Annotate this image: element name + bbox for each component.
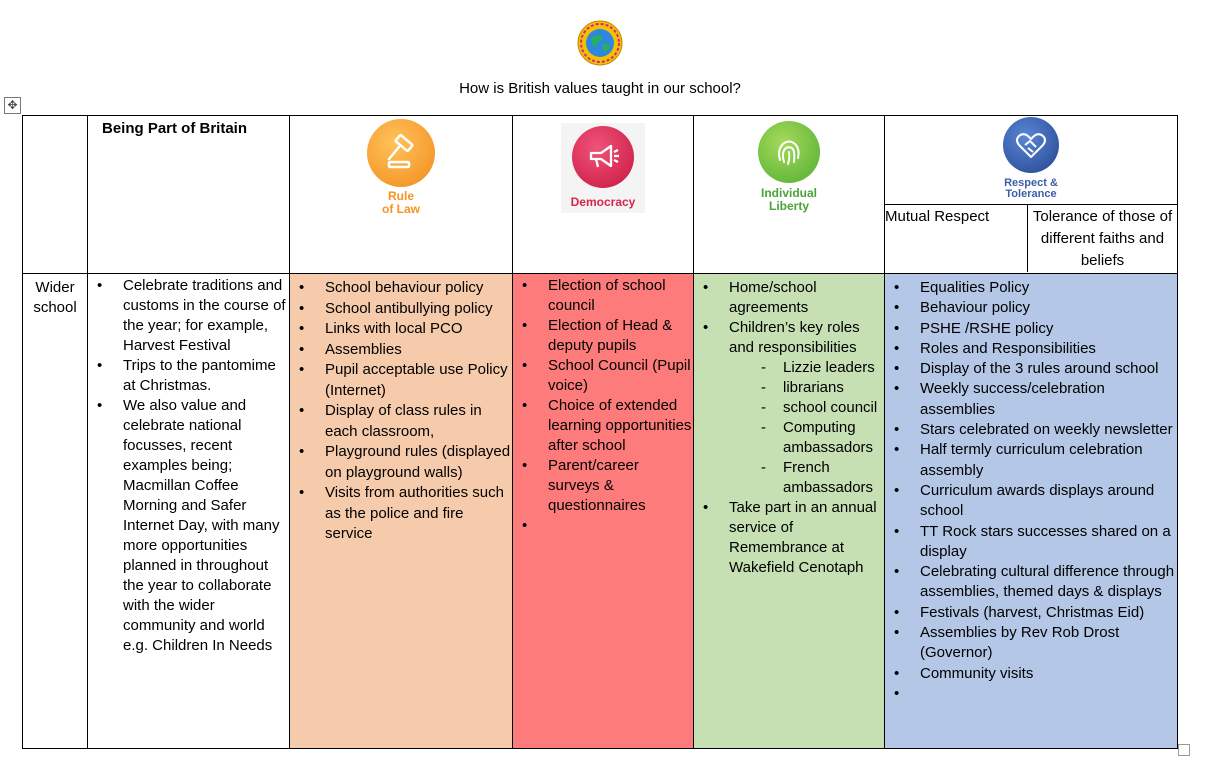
list-item: Assemblies by Rev Rob Drost (Governor)	[885, 623, 1177, 664]
table-resize-handle[interactable]	[1178, 744, 1190, 756]
list-item: Trips to the pantomime at Christmas.	[88, 356, 289, 396]
being-part-of-britain-cell: Celebrate traditions and customs in the …	[87, 273, 290, 749]
list-item: Assemblies	[290, 340, 512, 361]
document-title: How is British values taught in our scho…	[459, 80, 741, 97]
list-item: Pupil acceptable use Policy (Internet)	[290, 360, 512, 401]
wider-school-label: Wider school	[22, 273, 88, 749]
respect-label-2: Tolerance	[1005, 188, 1057, 200]
sublist-item: librarians	[729, 378, 884, 398]
list-item: Community visits	[885, 664, 1177, 685]
individual-liberty-label-1: Individual	[760, 186, 817, 200]
header-row: Being Part of Britain Rule of Law Democr…	[22, 115, 1178, 274]
handshake-heart-icon	[1003, 117, 1059, 173]
list-item: Playground rules (displayed on playgroun…	[290, 442, 512, 483]
individual-liberty-label-2: Liberty	[768, 199, 809, 213]
list-item: Visits from authorities such as the poli…	[290, 483, 512, 545]
list-item: Festivals (harvest, Christmas Eid)	[885, 603, 1177, 624]
rule-of-law-cell: School behaviour policy School antibully…	[289, 273, 513, 749]
list-item: Parent/career surveys & questionnaires	[513, 456, 693, 516]
list-item: Roles and Responsibilities	[885, 339, 1177, 360]
list-item: School antibullying policy	[290, 299, 512, 320]
being-part-of-britain-header: Being Part of Britain	[87, 115, 290, 274]
sublist-item: Computing ambassadors	[729, 418, 884, 458]
list-item: Home/school agreements	[694, 278, 884, 318]
respect-label-1: Respect &	[1004, 177, 1058, 189]
respect-tolerance-header: Respect & Tolerance Mutual Respect Toler…	[884, 115, 1178, 274]
list-item: Election of school council	[513, 276, 693, 316]
list-item: Stars celebrated on weekly newsletter	[885, 420, 1177, 441]
individual-liberty-cell: Home/school agreements Children’s key ro…	[693, 273, 885, 749]
gavel-icon	[367, 119, 435, 187]
list-item: Links with local PCO	[290, 319, 512, 340]
british-values-table: Being Part of Britain Rule of Law Democr…	[22, 115, 1178, 749]
rule-of-law-header: Rule of Law	[289, 115, 513, 274]
democracy-cell: Election of school council Election of H…	[512, 273, 694, 749]
fingerprint-icon	[758, 121, 820, 183]
democracy-label: Democracy	[570, 195, 636, 209]
row-label-line-2: school	[33, 299, 77, 316]
row-label-line-1: Wider	[35, 279, 75, 296]
rule-of-law-label-2: of Law	[382, 202, 420, 216]
individual-liberty-header: Individual Liberty	[693, 115, 885, 274]
megaphone-icon	[572, 126, 634, 188]
list-item: Weekly success/celebration assemblies	[885, 379, 1177, 420]
roles-sublist: Lizzie leaders librarians school council…	[729, 358, 884, 498]
tolerance-subheader: Tolerance of those of different faiths a…	[1032, 208, 1173, 269]
list-item: Election of Head & deputy pupils	[513, 316, 693, 356]
list-item: Behaviour policy	[885, 298, 1177, 319]
list-item: We also value and celebrate national foc…	[88, 396, 289, 656]
rule-of-law-label-1: Rule	[387, 189, 414, 203]
list-item: TT Rock stars successes shared on a disp…	[885, 522, 1177, 563]
sublist-item: French ambassadors	[729, 458, 884, 498]
list-item: PSHE /RSHE policy	[885, 319, 1177, 340]
list-item: Choice of extended learning opportunitie…	[513, 396, 693, 456]
sublist-item: Lizzie leaders	[729, 358, 884, 378]
list-item: Take part in an annual service of Rememb…	[694, 498, 884, 578]
wider-school-row: Wider school Celebrate traditions and cu…	[22, 273, 1178, 749]
mutual-respect-subheader: Mutual Respect	[885, 205, 1028, 272]
list-item: School behaviour policy	[290, 278, 512, 299]
list-item: Display of the 3 rules around school	[885, 359, 1177, 380]
list-item: Display of class rules in each classroom…	[290, 401, 512, 442]
list-item: Celebrate traditions and customs in the …	[88, 276, 289, 356]
list-item: School Council (Pupil voice)	[513, 356, 693, 396]
globe-icon	[577, 20, 623, 66]
list-item: Half termly curriculum celebration assem…	[885, 440, 1177, 481]
list-item	[885, 684, 1177, 704]
sublist-item: school council	[729, 398, 884, 418]
list-item: Curriculum awards displays around school	[885, 481, 1177, 522]
table-move-handle-icon[interactable]: ✥	[4, 97, 21, 114]
list-item	[513, 516, 693, 536]
list-item-text: Children’s key roles and responsibilitie…	[729, 319, 860, 356]
school-logo	[577, 20, 623, 66]
democracy-header: Democracy	[512, 115, 694, 274]
list-item: Children’s key roles and responsibilitie…	[694, 318, 884, 498]
corner-cell	[22, 115, 88, 274]
respect-tolerance-cell: Equalities Policy Behaviour policy PSHE …	[884, 273, 1178, 749]
list-item: Celebrating cultural difference through …	[885, 562, 1177, 603]
list-item: Equalities Policy	[885, 278, 1177, 299]
